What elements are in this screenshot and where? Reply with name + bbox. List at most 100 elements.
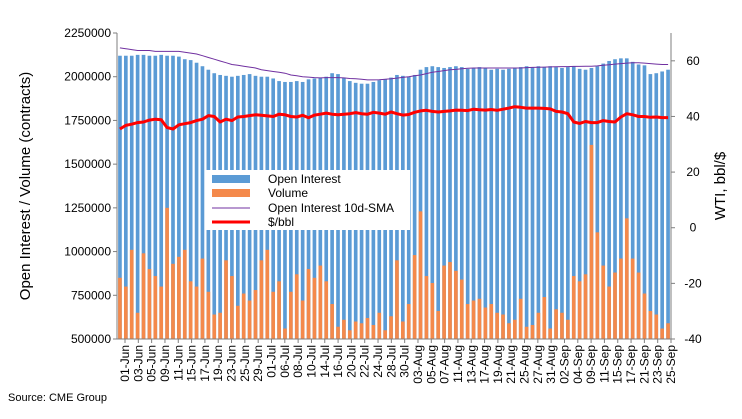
open-interest-bar [159, 54, 164, 339]
volume-bar [607, 286, 611, 339]
volume-bar [147, 269, 152, 339]
x-tick-label: 17-Jun [198, 345, 212, 382]
volume-bar [330, 304, 334, 339]
volume-bar [141, 253, 146, 339]
volume-bar [636, 272, 641, 339]
legend-label-price: $/bbl [268, 215, 294, 229]
open-interest-bar [613, 59, 617, 339]
y2-tick-label: 60 [686, 54, 700, 68]
y-tick-label: 1750000 [64, 113, 111, 127]
volume-bar [265, 249, 270, 339]
x-tick-label: 30-Jul [398, 345, 412, 378]
open-interest-bar [129, 55, 134, 339]
x-tick-label: 11-Aug [451, 345, 465, 383]
y-tick-label: 1500000 [64, 157, 111, 171]
x-tick-label: 20-Jul [344, 345, 358, 378]
volume-bar [518, 298, 523, 339]
price-line [119, 105, 669, 131]
y-tick-label: 1250000 [64, 201, 111, 215]
x-tick-label: 11-Sep [597, 345, 611, 383]
x-axis-ticks: 01-Jun 03-Jun 05-Jun 09-Jun 11-Jun 15-Jun 17-J… [118, 345, 678, 384]
volume-bar [206, 291, 211, 339]
volume-bar [666, 323, 670, 339]
volume-bar [212, 314, 217, 339]
volume-bar [277, 281, 281, 339]
volume-bar [159, 286, 164, 339]
volume-bar [554, 309, 558, 339]
volume-bar [182, 249, 187, 339]
legend-label-open-interest: Open Interest [268, 172, 341, 186]
x-tick-label: 03-Jun [131, 345, 145, 382]
x-tick-label: 14-Jul [318, 345, 332, 378]
x-tick-label: 19-Jun [211, 345, 225, 382]
y-tick-label: 500000 [71, 332, 111, 346]
legend-label-volume: Volume [268, 186, 308, 200]
open-interest-bar [524, 66, 529, 340]
x-tick-label: 04-Sep [571, 345, 585, 384]
volume-bar [153, 276, 158, 339]
x-tick-label: 05-Aug [424, 345, 438, 384]
y2-tick-label: 40 [686, 109, 700, 123]
open-interest-bar [530, 67, 535, 340]
open-interest-bar [418, 69, 423, 339]
x-tick-label: 31-Aug [544, 345, 558, 384]
x-tick-label: 05-Jun [145, 345, 159, 382]
volume-bar [383, 330, 387, 339]
open-interest-bar [182, 59, 187, 339]
volume-bar [501, 314, 505, 339]
y2-tick-label: -20 [684, 276, 702, 290]
volume-bar [406, 304, 411, 339]
x-tick-label: 15-Jun [185, 345, 199, 382]
open-interest-bar [624, 58, 629, 340]
open-interest-bar [141, 54, 146, 339]
volume-bar [129, 249, 134, 339]
volume-bar [247, 300, 252, 339]
open-interest-bar [595, 66, 600, 340]
x-tick-label: 07-Aug [438, 345, 452, 384]
x-tick-label: 21-Sep [637, 345, 651, 384]
volume-bar [530, 325, 535, 339]
volume-bar [560, 312, 564, 339]
legend: Open Interest Volume Open Interest 10d-S… [206, 170, 410, 230]
volume-bar [630, 258, 635, 339]
volume-bar [524, 326, 529, 339]
open-interest-bar [188, 60, 193, 340]
volume-bar [353, 321, 358, 339]
volume-bar [459, 279, 464, 339]
open-interest-bar [483, 67, 488, 339]
open-interest-bar [495, 68, 499, 340]
y2-axis-label: WTI, bbl/$ [712, 151, 729, 220]
open-interest-bar [135, 54, 140, 339]
x-tick-label: 25-Jun [238, 345, 252, 382]
x-tick-label: 25-Aug [518, 345, 532, 384]
volume-bar [642, 293, 647, 339]
legend-swatch-open-interest [212, 175, 250, 183]
volume-bar [454, 270, 458, 339]
open-interest-bar [412, 74, 417, 340]
open-interest-bar [177, 56, 181, 339]
volume-bar [595, 232, 600, 339]
open-interest-bar [548, 66, 553, 340]
y-axis-label: Open Interest / Volume (contracts) [17, 72, 34, 300]
volume-bar [300, 300, 305, 339]
volume-bar [241, 293, 246, 339]
volume-bar [571, 276, 576, 339]
x-tick-label: 13-Aug [464, 345, 478, 384]
volume-bar [347, 330, 352, 339]
x-tick-label: 01-Jun [118, 345, 132, 382]
volume-bar [660, 328, 664, 339]
x-tick-label: 17-Sep [624, 345, 638, 384]
open-interest-bar [648, 74, 653, 339]
open-interest-bar [454, 66, 458, 340]
y-axis-ticks: 2250000 2000000 1750000 1500000 1250000 10000… [64, 26, 111, 346]
open-interest-bar [200, 66, 205, 340]
x-tick-label: 21-Aug [504, 345, 518, 384]
open-interest-bar [147, 55, 152, 339]
volume-bar [171, 263, 175, 339]
volume-bar [124, 286, 128, 339]
open-interest-bar [560, 67, 564, 339]
volume-bar [601, 265, 606, 339]
volume-bar [253, 290, 258, 339]
volume-bar [536, 312, 541, 339]
volume-bar [619, 258, 623, 339]
